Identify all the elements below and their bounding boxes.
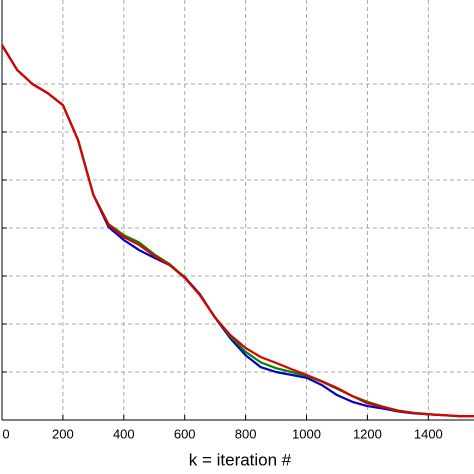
x-tick-label: 1200 bbox=[353, 426, 382, 441]
x-tick-label: 200 bbox=[52, 426, 74, 441]
x-tick-label: 600 bbox=[174, 426, 196, 441]
x-tick-label: 400 bbox=[113, 426, 135, 441]
series-line bbox=[1, 44, 474, 418]
x-tick-label: 1000 bbox=[292, 426, 321, 441]
series-line bbox=[1, 44, 474, 418]
series-line bbox=[1, 44, 474, 418]
x-tick-label: 0 bbox=[2, 426, 9, 441]
x-tick-label: 1400 bbox=[414, 426, 443, 441]
x-tick-label: 800 bbox=[235, 426, 257, 441]
x-axis-title: k = iteration # bbox=[189, 450, 292, 469]
